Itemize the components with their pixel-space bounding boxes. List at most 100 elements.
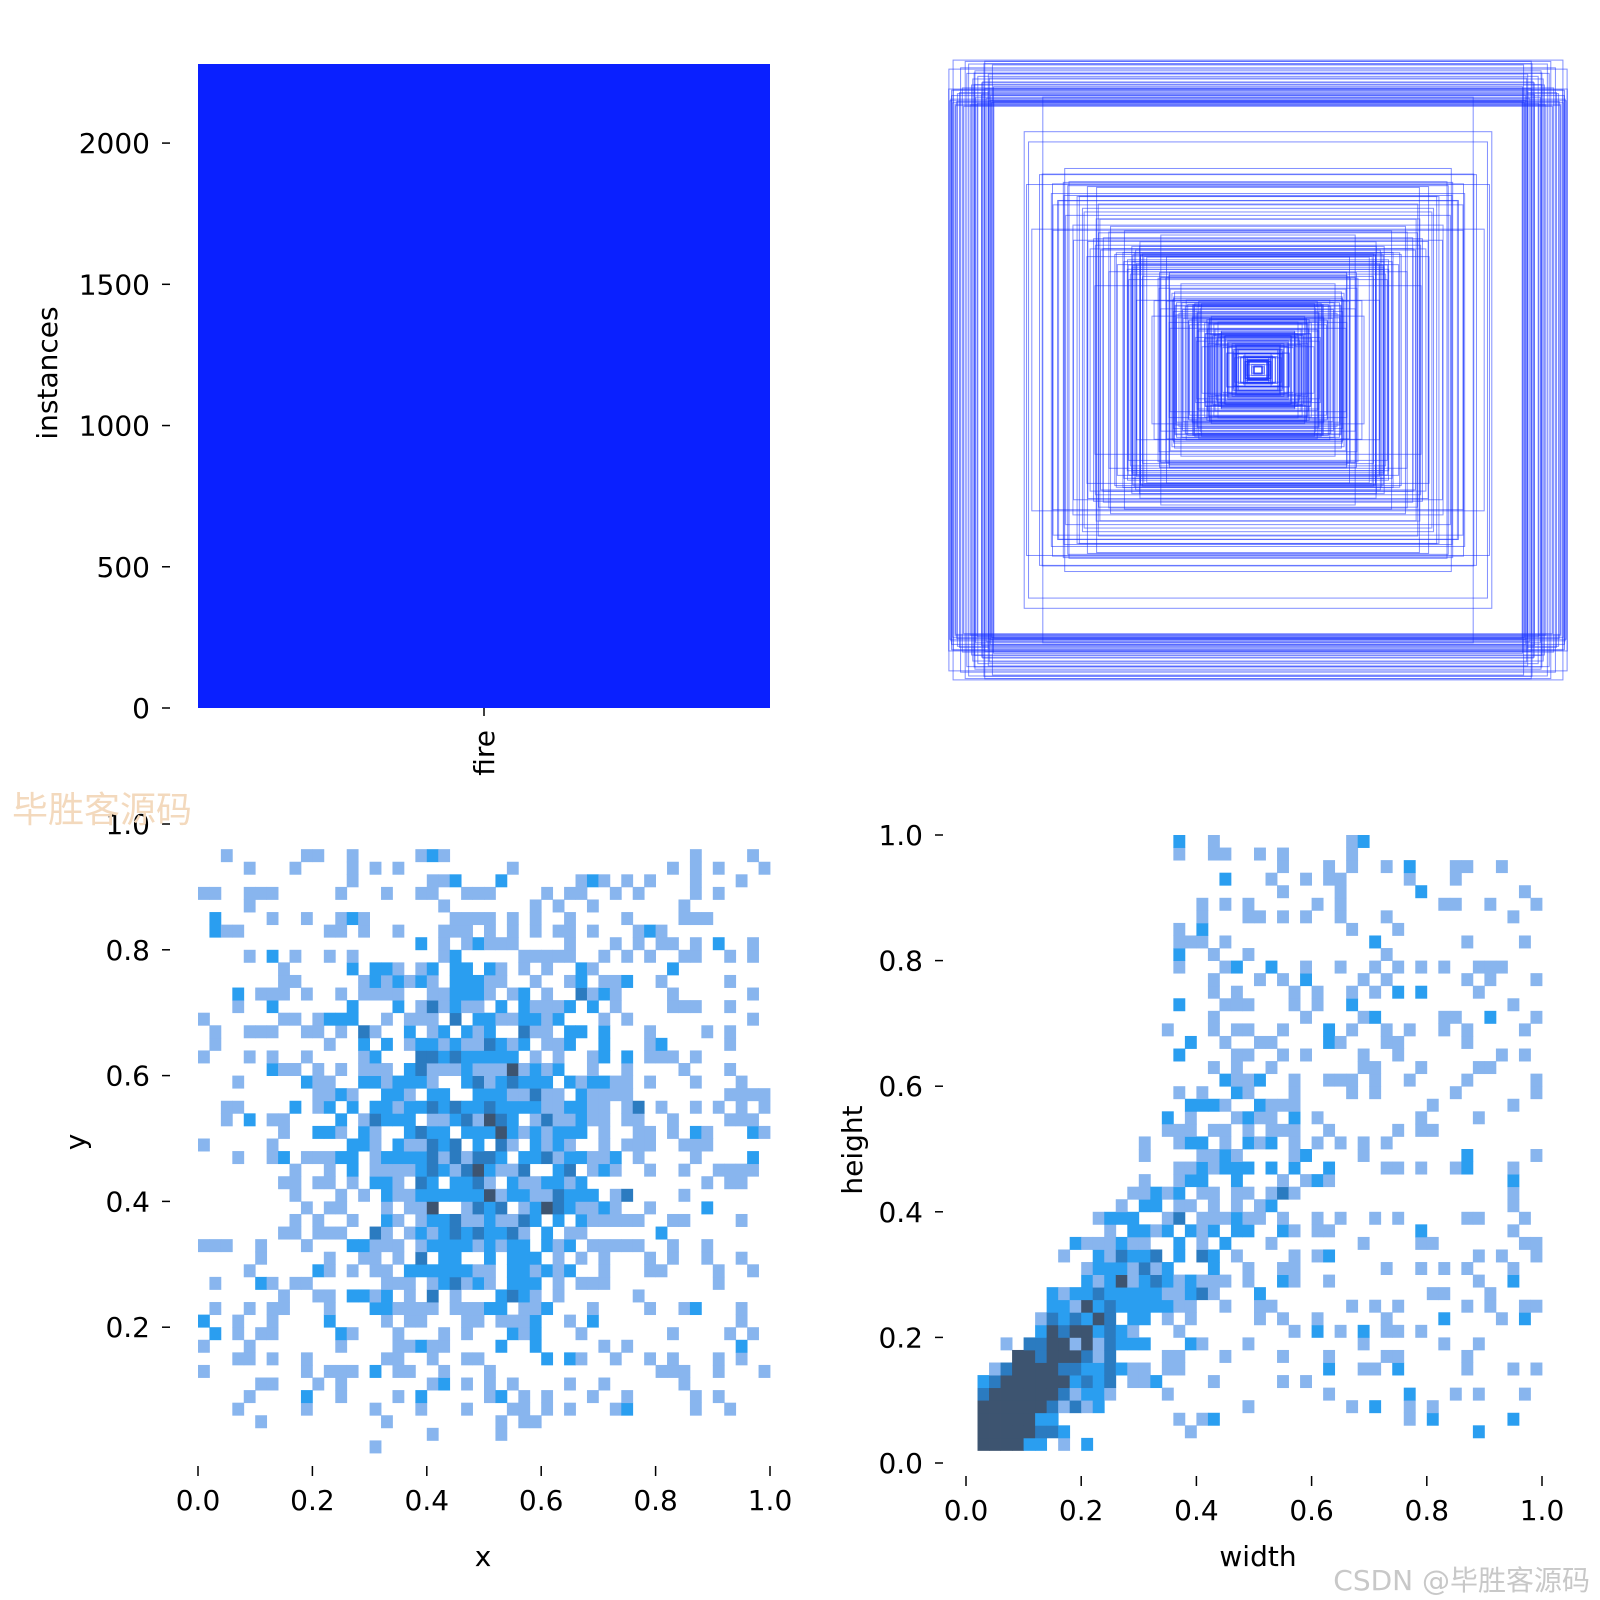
histogram-cell [289, 1012, 302, 1026]
histogram-cell [1150, 1186, 1163, 1200]
bounding-box [960, 67, 1556, 673]
histogram-cell [1196, 1098, 1209, 1112]
histogram-cell [1472, 1249, 1485, 1263]
histogram-cell [586, 1213, 599, 1227]
bounding-box [1116, 264, 1400, 476]
histogram-cell [495, 1100, 508, 1114]
histogram-cell [1196, 1186, 1209, 1200]
histogram-cell [1207, 1123, 1220, 1137]
histogram-cell [598, 1025, 611, 1039]
histogram-cell [369, 1251, 382, 1265]
histogram-cell [1138, 1274, 1151, 1288]
histogram-cell [977, 1375, 990, 1389]
histogram-cell [564, 1239, 576, 1253]
histogram-cell [1173, 935, 1186, 949]
histogram-cell [1058, 1312, 1071, 1326]
histogram-cell [472, 1037, 485, 1051]
histogram-cell [392, 1138, 405, 1152]
histogram-cell [1115, 1211, 1128, 1225]
histogram-cell [381, 1075, 393, 1089]
bounding-box [968, 63, 1548, 677]
histogram-cell [1138, 1312, 1151, 1326]
histogram-cell [621, 1113, 634, 1127]
histogram-cell [1277, 1375, 1289, 1389]
histogram-cell [358, 1063, 370, 1076]
histogram-cell [689, 1100, 702, 1114]
bounding-box [1123, 261, 1393, 479]
histogram-cell [1023, 1375, 1036, 1389]
histogram-cell [1161, 1186, 1174, 1200]
histogram-cell [472, 1088, 485, 1102]
histogram-cell [609, 1075, 622, 1089]
histogram-cell [1242, 1186, 1255, 1200]
histogram-cell [472, 886, 485, 900]
histogram-cell [621, 1075, 634, 1089]
histogram-cell [472, 1000, 485, 1014]
histogram-cell [747, 987, 759, 1001]
histogram-cell [735, 1213, 748, 1227]
histogram-cell [541, 1100, 554, 1114]
histogram-cell [1127, 1375, 1140, 1389]
histogram-cell [529, 1088, 542, 1102]
histogram-cell [461, 1050, 473, 1064]
histogram-cell [564, 1377, 576, 1391]
histogram-cell [1507, 1186, 1520, 1200]
histogram-cell [712, 1264, 725, 1278]
histogram-cell [1173, 1349, 1186, 1363]
histogram-cell [358, 1251, 370, 1265]
histogram-cell [243, 1339, 256, 1353]
histogram-cell [1196, 1249, 1209, 1263]
bounding-box [1123, 230, 1393, 510]
histogram-cell [426, 1100, 439, 1114]
histogram-cell [484, 1163, 496, 1177]
histogram-cell [1196, 1337, 1209, 1351]
y-tick-label: 0.8 [105, 934, 150, 967]
histogram-cell [1219, 1349, 1232, 1363]
histogram-cell [198, 1050, 210, 1064]
histogram-cell [598, 1163, 611, 1177]
histogram-cell [644, 1163, 656, 1177]
histogram-cell [323, 1289, 336, 1303]
histogram-cell [724, 1113, 737, 1127]
bounding-box [948, 88, 1568, 652]
histogram-cell [655, 974, 668, 988]
histogram-cell [529, 949, 542, 963]
histogram-cell [392, 962, 405, 976]
histogram-cell [1323, 1224, 1336, 1238]
histogram-cell [1184, 935, 1197, 949]
y-tick-label: 1.0 [105, 808, 150, 841]
histogram-cell [1207, 1061, 1220, 1075]
histogram-cell [312, 849, 325, 863]
histogram-cell [209, 1037, 222, 1051]
histogram-cell [323, 1125, 336, 1139]
histogram-cell [358, 1037, 370, 1051]
bounding-box [1171, 292, 1345, 448]
histogram-cell [289, 1276, 302, 1290]
histogram-cell [312, 1213, 325, 1227]
histogram-cell [461, 886, 473, 900]
histogram-cell [644, 949, 656, 963]
histogram-cell [1196, 1224, 1209, 1238]
histogram-cell [1046, 1387, 1059, 1401]
histogram-cell [506, 1063, 519, 1076]
histogram-cell [575, 886, 588, 900]
histogram-cell [564, 937, 576, 951]
histogram-cell [323, 1201, 336, 1215]
histogram-cell [461, 912, 473, 926]
histogram-cell [381, 1151, 393, 1165]
histogram-cell [472, 1239, 485, 1253]
histogram-cell [403, 1163, 416, 1177]
histogram-cell [415, 1012, 428, 1026]
histogram-cell [1023, 1387, 1036, 1401]
histogram-cell [312, 1125, 325, 1139]
histogram-cell [346, 849, 359, 863]
histogram-cell [518, 1188, 531, 1202]
bounding-box [951, 89, 1565, 651]
histogram-cell [449, 1264, 462, 1278]
histogram-cell [701, 1176, 714, 1190]
histogram-cell [255, 1025, 268, 1039]
histogram-cell [484, 1276, 496, 1290]
histogram-cell [1173, 948, 1186, 961]
bounding-box [1110, 225, 1406, 515]
histogram-cell [1207, 973, 1220, 987]
